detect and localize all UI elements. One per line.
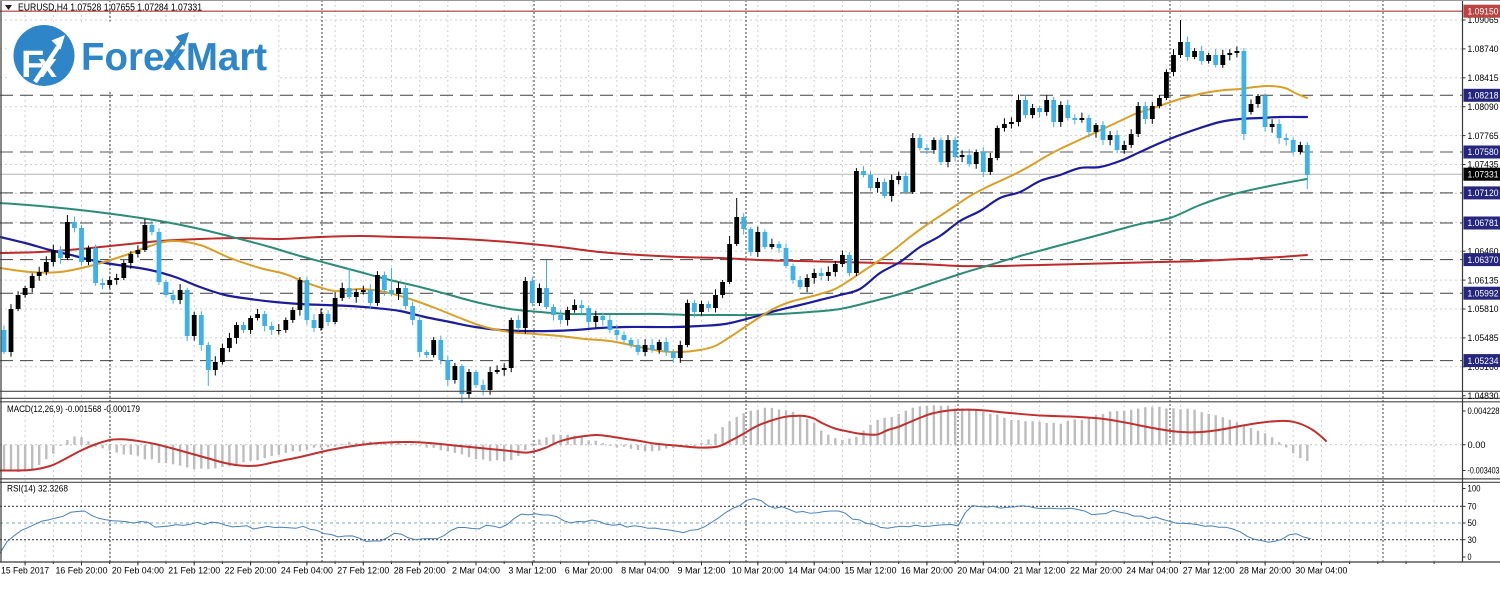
svg-text:50: 50 (1468, 518, 1477, 528)
svg-text:8 Mar 04:00: 8 Mar 04:00 (621, 566, 669, 576)
svg-text:21 Feb 12:00: 21 Feb 12:00 (168, 566, 220, 576)
svg-text:0: 0 (1468, 552, 1472, 562)
svg-text:1.07580: 1.07580 (1468, 147, 1499, 157)
svg-text:1.08740: 1.08740 (1468, 44, 1499, 54)
svg-text:15 Feb 2017: 15 Feb 2017 (1, 566, 49, 576)
svg-text:1.06781: 1.06781 (1468, 218, 1499, 228)
svg-text:16 Feb 20:00: 16 Feb 20:00 (56, 566, 108, 576)
svg-text:15 Mar 12:00: 15 Mar 12:00 (845, 566, 897, 576)
svg-text:1.05234: 1.05234 (1468, 356, 1499, 366)
svg-text:70: 70 (1468, 502, 1477, 512)
svg-text:1.09150: 1.09150 (1468, 6, 1499, 16)
svg-text:30: 30 (1468, 535, 1477, 545)
svg-text:16 Mar 20:00: 16 Mar 20:00 (901, 566, 953, 576)
svg-text:1.06135: 1.06135 (1468, 275, 1499, 285)
svg-text:1.04830: 1.04830 (1468, 391, 1499, 401)
svg-text:9 Mar 12:00: 9 Mar 12:00 (678, 566, 726, 576)
svg-text:ForexMart: ForexMart (81, 36, 267, 79)
svg-text:0.004228: 0.004228 (1468, 406, 1500, 416)
svg-text:21 Mar 12:00: 21 Mar 12:00 (1014, 566, 1066, 576)
svg-text:1.05810: 1.05810 (1468, 304, 1499, 314)
svg-text:1.05485: 1.05485 (1468, 333, 1499, 343)
svg-text:30 Mar 04:00: 30 Mar 04:00 (1295, 566, 1347, 576)
svg-text:20 Feb 04:00: 20 Feb 04:00 (112, 566, 164, 576)
svg-text:6 Mar 20:00: 6 Mar 20:00 (565, 566, 613, 576)
svg-text:27 Mar 12:00: 27 Mar 12:00 (1183, 566, 1235, 576)
svg-text:27 Feb 12:00: 27 Feb 12:00 (337, 566, 389, 576)
svg-text:28 Mar 20:00: 28 Mar 20:00 (1239, 566, 1291, 576)
svg-text:RSI(14) 32.3268: RSI(14) 32.3268 (7, 484, 68, 495)
svg-text:1.06370: 1.06370 (1468, 255, 1499, 265)
svg-text:0.00: 0.00 (1468, 440, 1486, 450)
svg-text:3 Mar 12:00: 3 Mar 12:00 (508, 566, 556, 576)
svg-text:22 Mar 20:00: 22 Mar 20:00 (1070, 566, 1122, 576)
svg-text:14 Mar 04:00: 14 Mar 04:00 (788, 566, 840, 576)
svg-text:EURUSD,H4 1.07528 1.07655 1.0: EURUSD,H4 1.07528 1.07655 1.07284 1.0733… (18, 3, 202, 14)
svg-text:1.07331: 1.07331 (1468, 169, 1499, 179)
svg-text:1.08415: 1.08415 (1468, 73, 1499, 83)
svg-text:-0.003403: -0.003403 (1468, 466, 1500, 476)
svg-text:100: 100 (1468, 484, 1481, 494)
svg-text:22 Feb 20:00: 22 Feb 20:00 (225, 566, 277, 576)
svg-text:MACD(12,26,9) -0.001568 -0.000: MACD(12,26,9) -0.001568 -0.000179 (7, 404, 140, 415)
svg-text:20 Mar 04:00: 20 Mar 04:00 (957, 566, 1009, 576)
svg-text:1.05992: 1.05992 (1468, 288, 1499, 298)
svg-text:1.08090: 1.08090 (1468, 102, 1499, 112)
svg-text:2 Mar 04:00: 2 Mar 04:00 (452, 566, 500, 576)
svg-text:1.07120: 1.07120 (1468, 188, 1499, 198)
svg-text:10 Mar 20:00: 10 Mar 20:00 (732, 566, 784, 576)
svg-text:24 Mar 04:00: 24 Mar 04:00 (1126, 566, 1178, 576)
svg-text:28 Feb 20:00: 28 Feb 20:00 (394, 566, 446, 576)
svg-text:1.08218: 1.08218 (1468, 91, 1499, 101)
svg-text:24 Feb 04:00: 24 Feb 04:00 (281, 566, 333, 576)
svg-text:1.07765: 1.07765 (1468, 131, 1499, 141)
